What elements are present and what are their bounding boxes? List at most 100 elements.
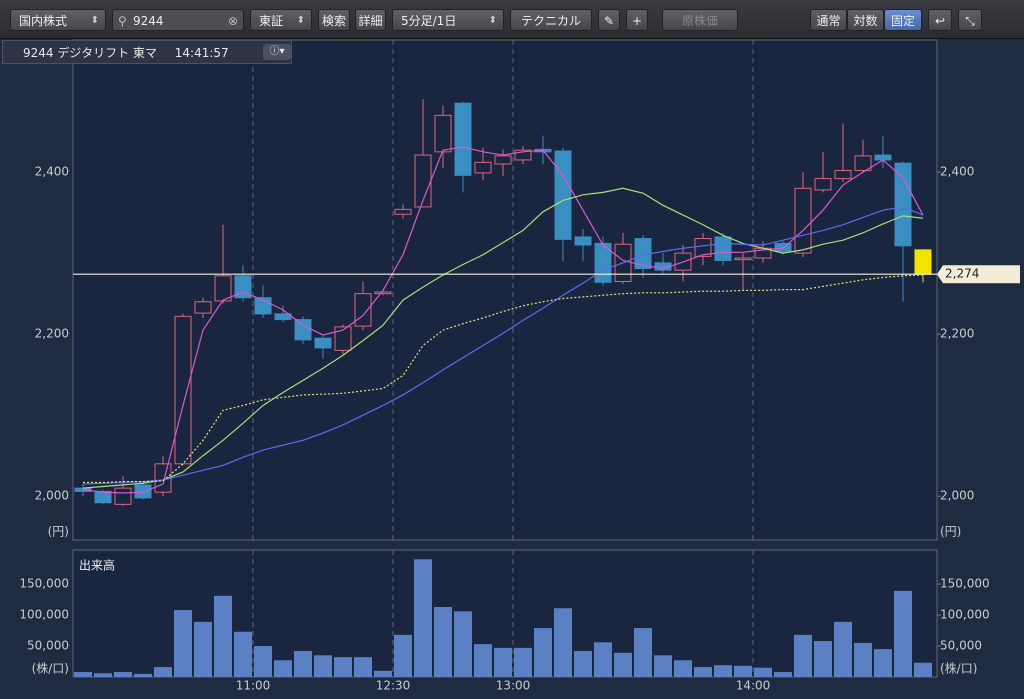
candle-body — [574, 236, 592, 246]
market-select[interactable]: 国内株式 — [10, 9, 106, 32]
volume-bar — [294, 650, 312, 677]
volume-bar — [834, 621, 852, 677]
volume-bar — [254, 646, 272, 677]
normal-button[interactable]: 通常 — [810, 9, 847, 31]
moving-average-line — [82, 206, 924, 485]
candle-body — [794, 187, 812, 254]
candle-body — [714, 236, 732, 261]
y-tick-label-right: 50,000 — [940, 639, 982, 653]
y-axis-label: (円) — [48, 525, 69, 539]
y-tick-label-right: 2,400 — [940, 165, 974, 179]
candle-body — [334, 326, 352, 351]
candle-body — [854, 155, 872, 171]
search-button[interactable]: 検索 — [318, 9, 350, 31]
volume-bar — [394, 634, 412, 677]
volume-bar — [854, 642, 872, 677]
technical-button[interactable]: テクニカル — [510, 9, 592, 31]
y-tick-label-right: 2,000 — [940, 489, 974, 503]
volume-bar — [494, 647, 512, 677]
volume-bar — [894, 590, 912, 677]
volume-bar — [634, 628, 652, 677]
candle-body — [294, 319, 312, 341]
undo-button[interactable]: ↩ — [928, 9, 952, 31]
volume-bar — [414, 559, 432, 677]
volume-bar — [614, 652, 632, 677]
candle-body — [354, 293, 372, 327]
volume-bar — [374, 670, 392, 677]
volume-bar — [574, 650, 592, 677]
price-panel — [72, 39, 938, 541]
y-axis-label-right: (株/口) — [940, 661, 977, 676]
moving-average-line — [82, 146, 924, 494]
candle-body — [834, 169, 852, 180]
volume-bar — [194, 621, 212, 677]
volume-bar — [354, 657, 372, 677]
y-tick-label: 2,000 — [35, 489, 69, 503]
volume-bar — [334, 657, 352, 677]
pencil-button[interactable]: ✎ — [598, 9, 620, 31]
volume-bar — [94, 673, 112, 677]
y-tick-label: 2,400 — [35, 165, 69, 179]
log-button[interactable]: 対数 — [847, 9, 884, 31]
volume-bar — [174, 610, 192, 677]
detail-button[interactable]: 詳細 — [355, 9, 386, 31]
x-tick-label: 14:00 — [736, 679, 771, 693]
volume-bar — [814, 641, 832, 677]
volume-bar — [514, 647, 532, 677]
info-button[interactable]: ⓘ▾ — [263, 44, 291, 60]
exchange-select[interactable]: 東証 — [250, 9, 312, 32]
volume-bar — [474, 644, 492, 677]
volume-bar — [714, 665, 732, 677]
original-price-button[interactable]: 原株価 — [662, 9, 738, 31]
candle-body — [494, 155, 512, 165]
volume-bar — [154, 667, 172, 677]
volume-bar — [454, 611, 472, 677]
last-price-label: 2,274 — [945, 267, 979, 281]
candle-body — [734, 257, 752, 261]
volume-bar — [134, 673, 152, 677]
shrink-button[interactable]: ⤡ — [958, 9, 982, 31]
volume-bar — [874, 649, 892, 677]
volume-bar — [694, 667, 712, 677]
time: 14:41:57 — [174, 46, 229, 60]
volume-bar — [74, 672, 92, 677]
candle-body — [394, 208, 412, 215]
candle-body — [174, 315, 192, 465]
volume-bar — [234, 631, 252, 677]
candle-body — [434, 114, 452, 153]
candle-body — [374, 291, 392, 295]
y-tick-label-right: 150,000 — [940, 577, 990, 591]
period-select[interactable]: 5分足/1日 — [392, 9, 504, 32]
candle-body — [194, 301, 212, 314]
volume-bar — [314, 655, 332, 677]
y-tick-label-right: 100,000 — [940, 608, 990, 622]
y-axis-label-right: (円) — [940, 525, 961, 539]
candle-body — [474, 161, 492, 174]
volume-bar — [674, 660, 692, 677]
volume-bar — [114, 672, 132, 677]
volume-bar — [794, 634, 812, 677]
search-box[interactable]: ⚲ 9244 ⊗ — [112, 9, 244, 31]
plus-button[interactable]: + — [626, 9, 648, 31]
candle-body — [894, 162, 912, 247]
volume-bar — [434, 606, 452, 677]
candle-body — [814, 178, 832, 191]
candle-body — [314, 337, 332, 349]
clear-icon[interactable]: ⊗ — [227, 14, 238, 28]
moving-average-line — [82, 187, 924, 489]
toolbar: 国内株式 ⚲ 9244 ⊗ 東証 検索 詳細 5分足/1日 テクニカル ✎ + 原株… — [0, 0, 1024, 39]
candle-body — [114, 487, 132, 505]
candle-body — [454, 102, 472, 176]
candle-body — [774, 242, 792, 253]
moving-average-line — [83, 274, 924, 484]
volume-bar — [654, 655, 672, 677]
volume-bar — [914, 662, 932, 677]
candle-body — [514, 149, 532, 161]
volume-bar — [534, 628, 552, 677]
search-text: 9244 — [133, 14, 164, 28]
fixed-button[interactable]: 固定 — [884, 9, 922, 31]
x-tick-label: 12:30 — [376, 679, 411, 693]
candle-body — [94, 490, 112, 504]
